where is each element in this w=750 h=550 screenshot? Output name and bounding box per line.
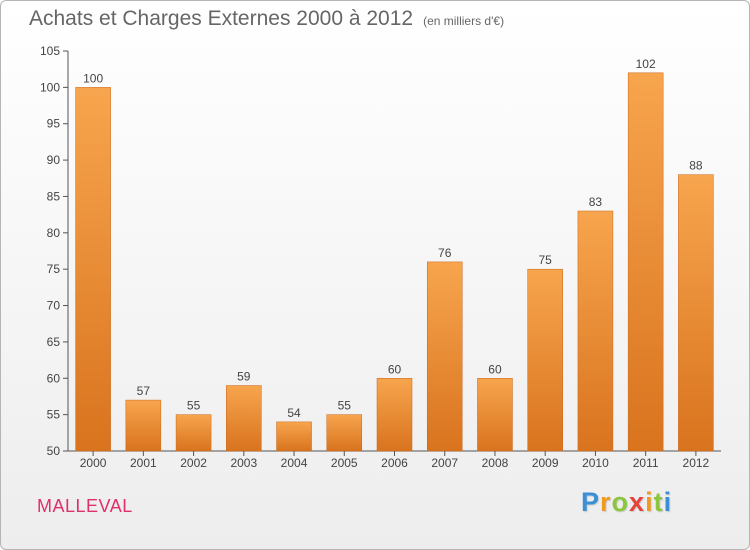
bar-value-label: 88: [689, 159, 703, 173]
x-tick-label: 2008: [482, 456, 509, 470]
bar: [627, 72, 664, 452]
y-tick-label: 75: [47, 262, 61, 276]
bar: [527, 268, 563, 452]
bar: [226, 385, 262, 452]
x-tick-label: 2009: [532, 456, 559, 470]
bar-value-label: 100: [83, 71, 103, 85]
x-tick-label: 2004: [281, 456, 308, 470]
x-tick-label: 2012: [683, 456, 710, 470]
x-tick-label: 2006: [381, 456, 408, 470]
bar-value-label: 55: [187, 399, 201, 413]
y-tick-label: 90: [47, 153, 61, 167]
bar: [678, 174, 714, 452]
title-text: Achats et Charges Externes 2000 à 2012: [29, 7, 414, 30]
bar: [326, 414, 363, 452]
bar-value-label: 60: [388, 362, 402, 376]
x-tick-label: 2005: [331, 456, 358, 470]
bar-value-label: 54: [287, 406, 301, 420]
bar-value-label: 60: [488, 362, 502, 376]
chart-title: Achats et Charges Externes 2000 à 2012 (e…: [29, 7, 504, 31]
bar: [276, 421, 312, 452]
bar-value-label: 57: [137, 384, 151, 398]
bar-value-label: 59: [237, 370, 251, 384]
bar: [125, 399, 162, 452]
x-tick-label: 2003: [230, 456, 257, 470]
x-tick-label: 2000: [80, 456, 107, 470]
title-unit: (en milliers d'€): [423, 14, 505, 28]
x-tick-label: 2001: [130, 456, 157, 470]
bar-value-label: 55: [338, 399, 352, 413]
bar-value-label: 102: [636, 57, 656, 71]
bar-value-label: 83: [589, 195, 603, 209]
x-tick-label: 2011: [633, 456, 659, 470]
y-tick-label: 55: [47, 408, 61, 422]
y-tick-label: 80: [47, 226, 61, 240]
y-tick-label: 70: [47, 299, 61, 313]
x-tick-label: 2002: [180, 456, 207, 470]
bar: [175, 414, 212, 452]
y-tick-label: 50: [47, 444, 61, 458]
x-tick-label: 2010: [582, 456, 609, 470]
y-tick-label: 95: [47, 117, 61, 131]
bar: [75, 87, 111, 452]
y-tick-label: 60: [47, 371, 61, 385]
y-tick-label: 65: [47, 335, 61, 349]
bar: [477, 378, 513, 452]
proxiti-logo: Proxiti: [581, 487, 673, 517]
bar-value-label: 76: [438, 246, 452, 260]
y-tick-label: 85: [47, 189, 61, 203]
y-tick-label: 100: [40, 80, 60, 94]
bar: [426, 261, 463, 452]
bar-value-label: 75: [539, 253, 553, 267]
bar: [577, 210, 614, 452]
commune-name: MALLEVAL: [37, 496, 133, 516]
y-tick-label: 105: [40, 44, 60, 58]
x-tick-label: 2007: [431, 456, 458, 470]
bar: [376, 378, 413, 452]
